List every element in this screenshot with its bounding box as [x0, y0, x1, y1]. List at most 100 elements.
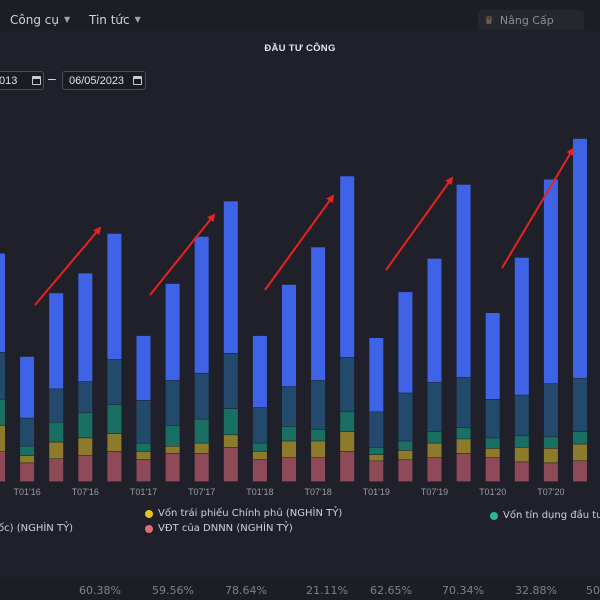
bar-segment[interactable]	[485, 399, 500, 438]
bar-segment[interactable]	[252, 460, 267, 482]
bar-segment[interactable]	[49, 389, 64, 422]
bar-segment[interactable]	[20, 418, 35, 446]
bar-segment[interactable]	[514, 436, 529, 447]
bar-segment[interactable]	[340, 431, 355, 452]
bar-segment[interactable]	[311, 458, 326, 482]
bar-segment[interactable]	[456, 439, 471, 454]
bar-segment[interactable]	[485, 438, 500, 448]
bar-segment[interactable]	[165, 425, 180, 446]
bar-segment[interactable]	[194, 373, 209, 419]
bar-segment[interactable]	[107, 434, 122, 452]
bar-segment[interactable]	[456, 453, 471, 482]
bar-segment[interactable]	[369, 338, 384, 412]
bar-segment[interactable]	[398, 460, 413, 482]
bar-segment[interactable]	[223, 409, 238, 435]
bar-segment[interactable]	[427, 431, 442, 443]
bar-segment[interactable]	[20, 455, 35, 463]
bar-segment[interactable]	[543, 448, 558, 463]
bar-segment[interactable]	[369, 461, 384, 482]
bar-segment[interactable]	[573, 444, 587, 461]
bar-segment[interactable]	[252, 451, 267, 460]
bar-segment[interactable]	[311, 429, 326, 441]
bar-segment[interactable]	[223, 201, 238, 354]
bar-segment[interactable]	[165, 283, 180, 381]
bar-segment[interactable]	[252, 335, 267, 408]
bar-segment[interactable]	[136, 335, 151, 400]
bar-segment[interactable]	[78, 381, 93, 413]
bar-segment[interactable]	[340, 357, 355, 412]
bar-segment[interactable]	[136, 443, 151, 452]
bar-segment[interactable]	[369, 454, 384, 461]
nav-menu-tin-tuc[interactable]: Tin tức ▼	[89, 13, 141, 27]
bar-segment[interactable]	[398, 292, 413, 393]
calendar-icon[interactable]	[133, 76, 142, 85]
bar-segment[interactable]	[194, 236, 209, 373]
bar-segment[interactable]	[427, 458, 442, 482]
calendar-icon[interactable]	[32, 76, 41, 85]
bar-segment[interactable]	[78, 273, 93, 382]
bar-segment[interactable]	[0, 399, 5, 426]
nav-menu-cong-cu[interactable]: Công cụ ▼	[10, 13, 70, 27]
bar-segment[interactable]	[20, 463, 35, 482]
bar-segment[interactable]	[49, 293, 64, 389]
bar-segment[interactable]	[282, 458, 296, 482]
bar-segment[interactable]	[456, 427, 471, 439]
bar-segment[interactable]	[165, 446, 180, 454]
bar-segment[interactable]	[136, 451, 151, 460]
bar-segment[interactable]	[78, 438, 93, 456]
upgrade-button[interactable]: ♛ Nâng Cấp	[478, 10, 584, 32]
bar-segment[interactable]	[573, 431, 587, 444]
bar-segment[interactable]	[340, 412, 355, 432]
bar-segment[interactable]	[223, 447, 238, 482]
bar-segment[interactable]	[165, 453, 180, 482]
bar-segment[interactable]	[282, 284, 296, 387]
bar-segment[interactable]	[252, 443, 267, 452]
bar-segment[interactable]	[49, 442, 64, 459]
bar-segment[interactable]	[0, 425, 5, 452]
bar-segment[interactable]	[252, 407, 267, 443]
bar-segment[interactable]	[282, 387, 296, 427]
bar-segment[interactable]	[311, 380, 326, 430]
bar-segment[interactable]	[20, 446, 35, 456]
bar-segment[interactable]	[223, 435, 238, 447]
bar-segment[interactable]	[340, 451, 355, 482]
bar-segment[interactable]	[136, 460, 151, 482]
bar-segment[interactable]	[340, 176, 355, 358]
bar-segment[interactable]	[573, 461, 587, 482]
bar-segment[interactable]	[107, 404, 122, 434]
bar-segment[interactable]	[427, 382, 442, 432]
bar-segment[interactable]	[20, 356, 35, 418]
bar-segment[interactable]	[573, 378, 587, 432]
bar-segment[interactable]	[78, 455, 93, 482]
bar-segment[interactable]	[543, 383, 558, 437]
end-date-input[interactable]: 06/05/2023	[62, 71, 146, 90]
bar-segment[interactable]	[543, 179, 558, 384]
bar-segment[interactable]	[427, 258, 442, 383]
bar-segment[interactable]	[223, 353, 238, 409]
bar-segment[interactable]	[514, 257, 529, 395]
bar-segment[interactable]	[427, 443, 442, 458]
legend-item-partial[interactable]: ốc) (NGHÌN TỶ)	[0, 523, 74, 534]
bar-segment[interactable]	[0, 352, 5, 399]
legend-item-bond[interactable]: Vốn trái phiếu Chính phủ (NGHÌN TỶ)	[158, 508, 343, 519]
bar-segment[interactable]	[49, 422, 64, 442]
bar-segment[interactable]	[107, 451, 122, 482]
bar-segment[interactable]	[543, 463, 558, 482]
bar-segment[interactable]	[194, 419, 209, 443]
bar-segment[interactable]	[369, 447, 384, 455]
bar-segment[interactable]	[282, 441, 296, 458]
bar-segment[interactable]	[485, 448, 500, 458]
bar-segment[interactable]	[456, 184, 471, 378]
bar-segment[interactable]	[194, 443, 209, 454]
bar-segment[interactable]	[543, 437, 558, 448]
bar-segment[interactable]	[514, 462, 529, 482]
bar-segment[interactable]	[136, 400, 151, 443]
bar-segment[interactable]	[194, 453, 209, 482]
bar-segment[interactable]	[78, 413, 93, 438]
bar-segment[interactable]	[282, 426, 296, 441]
bar-segment[interactable]	[107, 359, 122, 405]
bar-segment[interactable]	[456, 377, 471, 428]
bar-segment[interactable]	[485, 313, 500, 399]
bar-segment[interactable]	[311, 441, 326, 458]
bar-segment[interactable]	[311, 247, 326, 381]
